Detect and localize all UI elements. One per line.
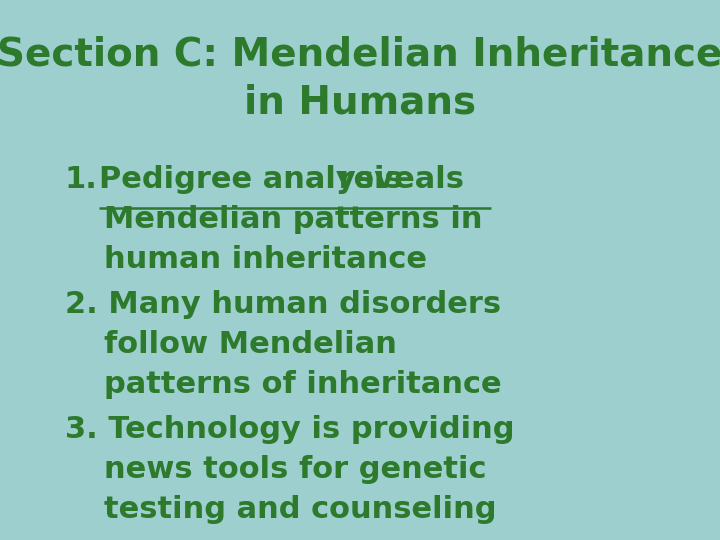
Text: patterns of inheritance: patterns of inheritance [104,370,502,399]
Text: reveals: reveals [328,165,464,194]
Text: testing and counseling: testing and counseling [104,495,497,524]
Text: Pedigree analysis: Pedigree analysis [99,165,402,194]
Text: follow Mendelian: follow Mendelian [104,330,397,359]
Text: human inheritance: human inheritance [104,245,428,274]
Text: in Humans: in Humans [244,84,476,122]
Text: 1.: 1. [65,165,98,194]
Text: 3. Technology is providing: 3. Technology is providing [65,415,514,444]
Text: Section C: Mendelian Inheritance: Section C: Mendelian Inheritance [0,35,720,73]
Text: Mendelian patterns in: Mendelian patterns in [104,205,483,234]
Text: news tools for genetic: news tools for genetic [104,455,487,484]
Text: 2. Many human disorders: 2. Many human disorders [65,290,501,319]
